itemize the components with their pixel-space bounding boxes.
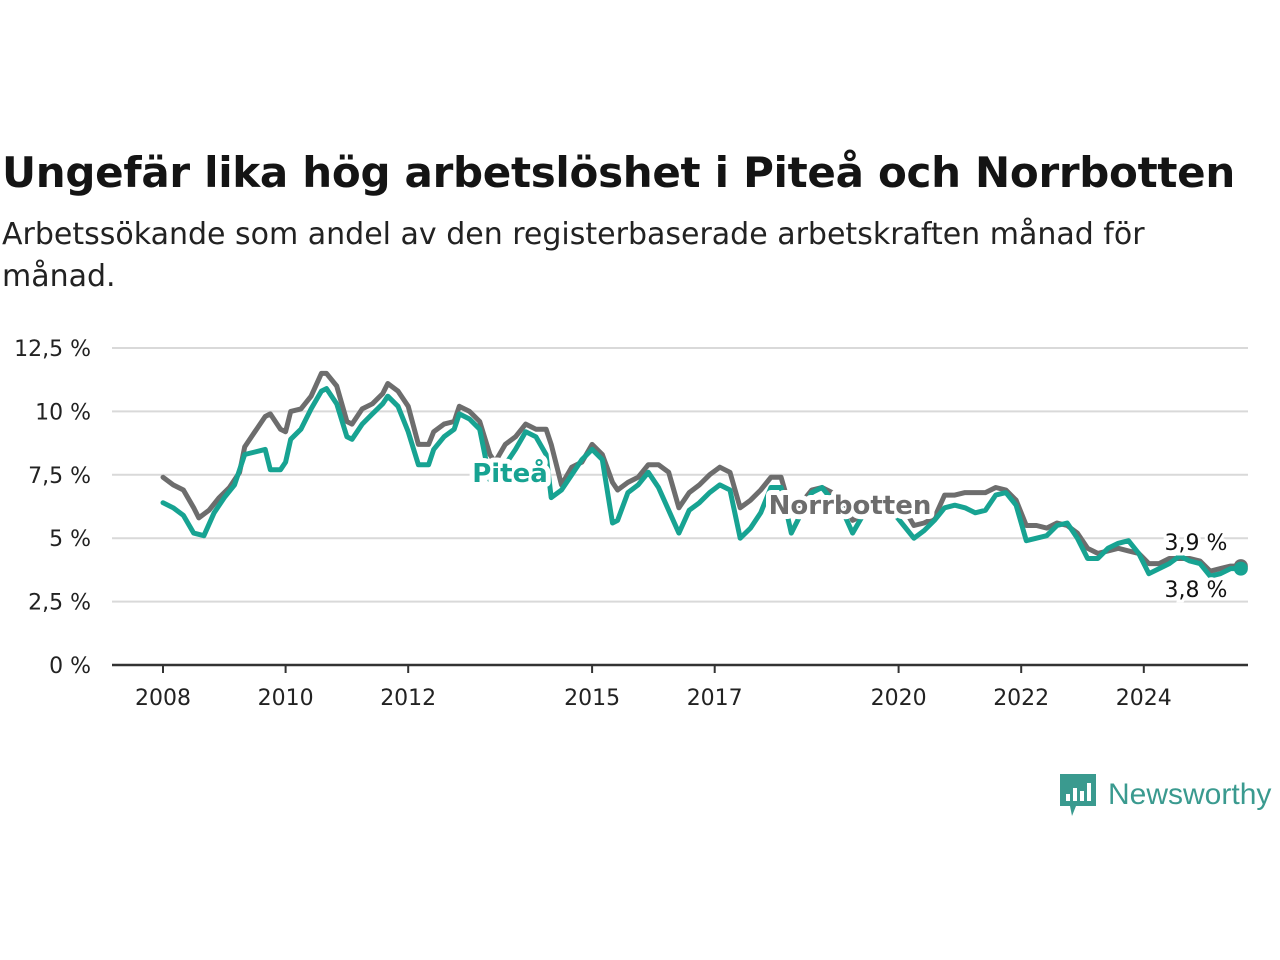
x-tick-label: 2008 — [135, 686, 191, 711]
y-axis: 0 % 2,5 % 5 % 7,5 % 10 % 12,5 % — [14, 337, 91, 679]
y-tick-label: 7,5 % — [28, 464, 91, 489]
chart-subtitle: Arbetssökande som andel av den registerb… — [2, 217, 1145, 294]
x-tick-label: 2020 — [871, 686, 927, 711]
x-tick-label: 2010 — [258, 686, 314, 711]
x-axis: 2008 2010 2012 2015 2017 2020 2022 2024 — [112, 663, 1248, 711]
x-tick-label: 2012 — [380, 686, 436, 711]
y-tick-label: 0 % — [49, 654, 91, 679]
series-label-pitea: Piteå — [472, 457, 548, 489]
x-tick-label: 2015 — [564, 686, 620, 711]
newsworthy-logo: Newsworthy — [1058, 772, 1271, 818]
bar-chart-speech-bubble-icon — [1060, 774, 1096, 816]
x-tick-label: 2024 — [1116, 686, 1172, 711]
x-tick-label: 2022 — [993, 686, 1049, 711]
series-label-norrbotten-halo: Norrbotten — [769, 491, 932, 521]
gridlines — [112, 347, 1248, 603]
y-tick-label: 12,5 % — [14, 337, 91, 362]
brand-name: Newsworthy — [1108, 778, 1272, 811]
end-label-pitea: 3,8 % — [1165, 578, 1228, 603]
series-end-point — [1233, 561, 1248, 576]
series-label-norrbotten: Norrbotten — [769, 491, 932, 521]
series-label-pitea-halo: Piteå — [472, 457, 548, 489]
chart-title: Ungefär lika hög arbetslöshet i Piteå oc… — [2, 148, 1235, 197]
y-tick-label: 2,5 % — [28, 591, 91, 616]
series-lines — [160, 370, 1248, 579]
x-tick-label: 2017 — [687, 686, 743, 711]
y-tick-label: 10 % — [35, 400, 91, 425]
end-label-norrbotten: 3,9 % — [1165, 531, 1228, 556]
series-line-norrbotten — [160, 370, 1244, 574]
y-tick-label: 5 % — [49, 527, 91, 552]
series-line-pitea — [160, 386, 1244, 579]
